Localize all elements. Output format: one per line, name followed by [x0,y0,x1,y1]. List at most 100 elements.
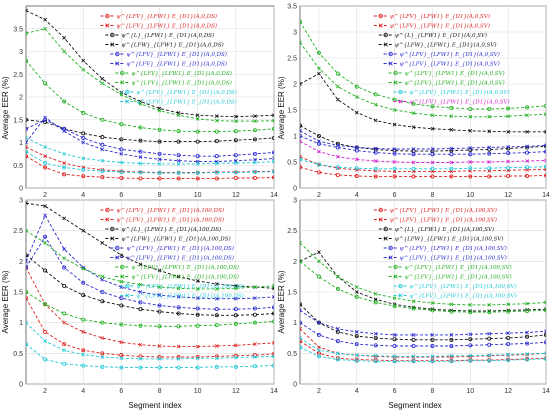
series-line-9 [300,337,546,357]
data-point [272,175,274,180]
data-point [214,139,219,144]
data-point [252,364,257,369]
data-point [157,176,162,181]
x-tick-label: 14 [270,192,278,199]
data-point [430,308,435,313]
data-point [506,165,511,170]
data-point [233,161,238,165]
y-tick-label: 1 [293,134,297,141]
data-point [430,160,435,165]
data-point [233,170,238,175]
y-tick-label: 1.5 [287,290,297,297]
data-point [100,336,105,340]
panel-bottom-right: 0 0.5 1 1.5 2 2.5 3 2 4 6 8 10 12 14 ψ^{LFV}_{LFW1} E_… [287,198,550,396]
data-point [525,352,529,356]
data-point [214,282,219,286]
x-tick-label: 10 [194,192,202,199]
data-point [81,363,86,368]
data-point [449,166,454,171]
data-point [81,228,86,233]
data-point [253,355,257,359]
data-point [157,151,162,156]
data-point [468,106,473,111]
data-point [43,339,47,343]
data-point [138,101,143,106]
legend: ψ^{LFV}_{LFW1} E_{D1}(A,0,SV) ψ^{LFV}_{LF… [373,13,510,106]
data-point [81,167,86,172]
data-point [272,156,274,161]
y-tick-label: 2.5 [13,72,23,79]
data-point [449,309,454,314]
legend-label: ψ^{LFV}_{LFW1} E_{D1}(A,100,DS) [131,264,239,271]
data-point [300,259,302,264]
data-point [544,340,546,345]
data-point [449,160,454,165]
data-point [233,313,238,318]
data-point [316,354,321,359]
data-point [195,312,200,317]
data-point [411,354,416,359]
data-point [157,157,162,162]
series-line-8 [300,158,546,170]
y-tick-label: 0 [19,382,23,389]
data-point [157,127,162,132]
y-tick-label: 0 [19,186,23,193]
data-point [214,356,219,361]
data-point [157,285,162,289]
data-point [100,241,105,245]
data-point [544,356,546,361]
data-point [544,329,546,334]
data-point [62,151,67,156]
data-point [233,296,238,301]
data-point [373,297,378,302]
data-point [176,113,181,118]
data-point [253,296,257,301]
legend-label: ψ^{LFV}_{LFW1} E_{D1}(A,0,SV) [400,61,500,68]
data-point [119,137,124,142]
data-point [214,161,219,166]
data-point [119,253,124,258]
legend-label: ψ^{LFV}_{LFW1} E_{D1}(A,0,SV) [405,70,505,77]
data-point [43,268,48,273]
data-point [373,353,378,358]
data-point [81,293,86,298]
data-point [119,303,124,308]
data-point [544,332,546,337]
data-point [525,341,530,346]
data-point [272,135,274,140]
data-point [449,146,454,151]
x-tick-label: 6 [119,388,123,395]
legend-label: ψ^{L}_{LFW1} E_{D1}(A,100,DS) [121,226,221,233]
data-point [119,353,124,358]
data-point [26,320,28,325]
data-point [176,295,181,299]
data-point [506,331,511,335]
data-point [335,97,340,102]
data-point [272,283,274,288]
legend-label: ψ^{LFV}_{LFW1} E_{D1}(A,0,DS) [131,80,232,87]
legend-marker [125,89,130,95]
data-point [138,356,143,361]
data-point [487,336,492,341]
data-point [449,343,454,348]
series-line-1 [300,328,546,358]
data-point [373,102,378,107]
legend-marker [378,23,383,28]
data-point [176,176,181,181]
legend-label: ψ^{LFV}_{LFW1} E_{D1}(A,0,SV) [390,23,490,30]
data-point [26,201,28,205]
data-point [43,154,47,159]
series-line-3 [300,251,546,312]
data-point [544,351,546,356]
data-point [26,117,28,122]
data-point [138,354,143,359]
legend-label: ψ^{LFW}_{LFW1} E_{D1}(A,100,DS) [121,236,230,243]
data-point [252,175,257,180]
data-point [253,160,257,165]
data-point [272,351,274,356]
y-tick-label: 1 [19,320,23,327]
legend-marker [115,245,120,251]
data-point [354,84,359,89]
data-point [373,118,378,123]
legend-label: ψ^{LFV}_{LFW1} E_{D1}(A,0,DS) [131,70,232,77]
